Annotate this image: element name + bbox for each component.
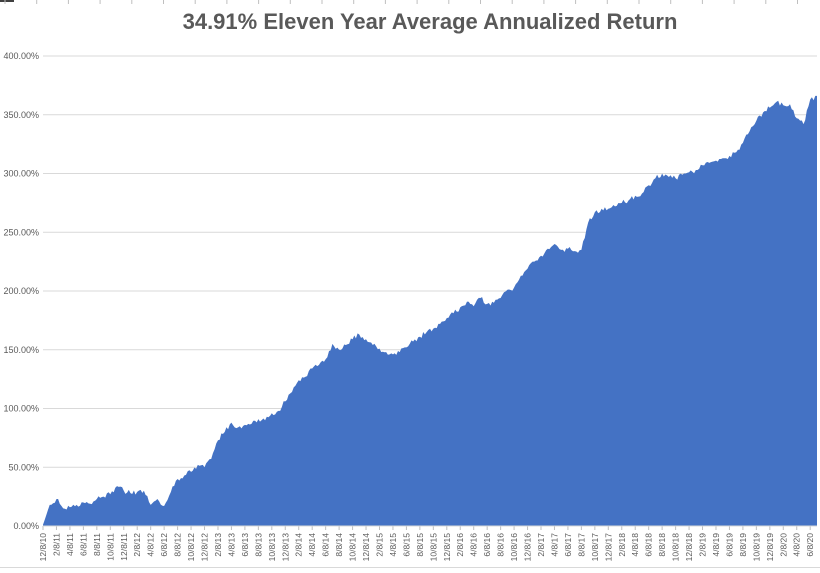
x-axis-tick-label: 2/8/15 (374, 533, 384, 557)
y-axis-tick-label: 200.00% (3, 286, 39, 296)
x-axis-labels: 12/8/10 2/8/11 4/8/11 6/8/11 8/8/11 10/8/11 12… (38, 533, 815, 562)
x-axis-tick-label: 4/8/20 (792, 533, 802, 557)
x-axis-tick-label: 8/8/11 (92, 533, 102, 556)
x-axis-tick-label: 2/8/16 (455, 533, 465, 557)
area-series[interactable] (43, 95, 817, 527)
x-axis-tick-label: 10/8/11 (105, 533, 115, 561)
x-axis-tick-label: 12/8/17 (603, 533, 613, 562)
x-axis-tick-label: 8/8/13 (253, 533, 263, 557)
chart-title: 34.91% Eleven Year Average Annualized Re… (182, 9, 678, 34)
x-axis-tick-label: 2/8/11 (51, 533, 61, 556)
y-axis-tick-label: 150.00% (3, 345, 39, 355)
return-area-series[interactable] (43, 95, 817, 527)
x-axis-tick-label: 4/8/13 (226, 533, 236, 557)
x-axis-tick-label: 2/8/12 (132, 533, 142, 557)
x-axis-tick-label: 4/8/17 (549, 533, 559, 557)
x-axis-tick-label: 4/8/19 (711, 533, 721, 557)
y-axis-tick-label: 350.00% (3, 110, 39, 120)
x-axis-tick-label: 2/8/18 (617, 533, 627, 557)
x-axis-tick-label: 6/8/13 (240, 533, 250, 557)
x-axis-tick-label: 12/8/14 (361, 533, 371, 562)
x-axis-tick-label: 6/8/20 (805, 533, 815, 557)
x-axis-tick-label: 4/8/14 (307, 533, 317, 557)
y-axis-tick-label: 300.00% (3, 169, 39, 179)
x-axis-tick-label: 12/8/16 (523, 533, 533, 562)
x-axis-tick-label: 6/8/19 (724, 533, 734, 557)
x-axis-tick-label: 4/8/15 (388, 533, 398, 557)
x-axis-tick-label: 2/8/13 (213, 533, 223, 557)
y-axis-tick-label: 100.00% (3, 404, 39, 414)
x-axis-tick-label: 6/8/12 (159, 533, 169, 557)
sheet-edge-mark (0, 0, 14, 2)
x-axis-tick-label: 2/8/14 (294, 533, 304, 557)
x-axis-tick-label: 12/8/19 (765, 533, 775, 562)
x-axis-tick-label: 12/8/15 (442, 533, 452, 562)
x-axis-tick-label: 4/8/11 (65, 533, 75, 556)
y-axis-tick-label: 250.00% (3, 227, 39, 237)
x-axis-tick-label: 2/8/19 (698, 533, 708, 557)
x-axis-tick-label: 4/8/16 (469, 533, 479, 557)
x-axis-tick-label: 6/8/11 (78, 533, 88, 556)
y-axis-tick-label: 400.00% (3, 51, 39, 61)
axis-lines (42, 525, 817, 530)
x-axis-tick-label: 8/8/12 (173, 533, 183, 557)
y-axis-tick-label: 0.00% (13, 521, 39, 531)
x-axis-tick-label: 2/8/17 (536, 533, 546, 557)
x-axis-tick-label: 12/8/13 (280, 533, 290, 562)
x-axis-tick-label: 8/8/16 (496, 533, 506, 557)
x-axis-tick-label: 6/8/15 (401, 533, 411, 557)
x-axis-tick-label: 6/8/14 (321, 533, 331, 557)
x-axis-tick-label: 8/8/15 (415, 533, 425, 557)
x-axis-tick-label: 6/8/17 (563, 533, 573, 557)
x-axis-tick-label: 12/8/12 (200, 533, 210, 562)
x-axis-tick-label: 8/8/18 (657, 533, 667, 557)
x-axis-tick-label: 6/8/18 (644, 533, 654, 557)
x-axis-tick-label: 10/8/14 (348, 533, 358, 562)
x-axis-tick-label: 6/8/16 (482, 533, 492, 557)
x-axis-tick-label: 12/8/10 (38, 533, 48, 562)
x-axis-tick-label: 10/8/18 (671, 533, 681, 562)
x-axis-tick-label: 2/8/20 (778, 533, 788, 557)
x-axis-tick-label: 8/8/17 (576, 533, 586, 557)
x-axis-tick-label: 10/8/15 (428, 533, 438, 562)
y-axis-tick-label: 50.00% (8, 462, 39, 472)
x-axis-tick-label: 10/8/12 (186, 533, 196, 562)
x-axis-tick-label: 4/8/12 (146, 533, 156, 557)
x-axis-tick-label: 10/8/16 (509, 533, 519, 562)
x-axis-tick-label: 12/8/11 (119, 533, 129, 561)
x-axis-tick-label: 10/8/17 (590, 533, 600, 562)
x-axis-tick-label: 8/8/14 (334, 533, 344, 557)
x-axis-tick-label: 10/8/13 (267, 533, 277, 562)
x-axis-tick-label: 12/8/18 (684, 533, 694, 562)
y-axis-labels: 400.00% 350.00% 300.00% 250.00% 200.00% 150.0… (3, 51, 39, 531)
x-axis-tick-label: 4/8/18 (630, 533, 640, 557)
x-axis-tick-label: 8/8/19 (738, 533, 748, 557)
x-axis-tick-label: 10/8/19 (751, 533, 761, 562)
